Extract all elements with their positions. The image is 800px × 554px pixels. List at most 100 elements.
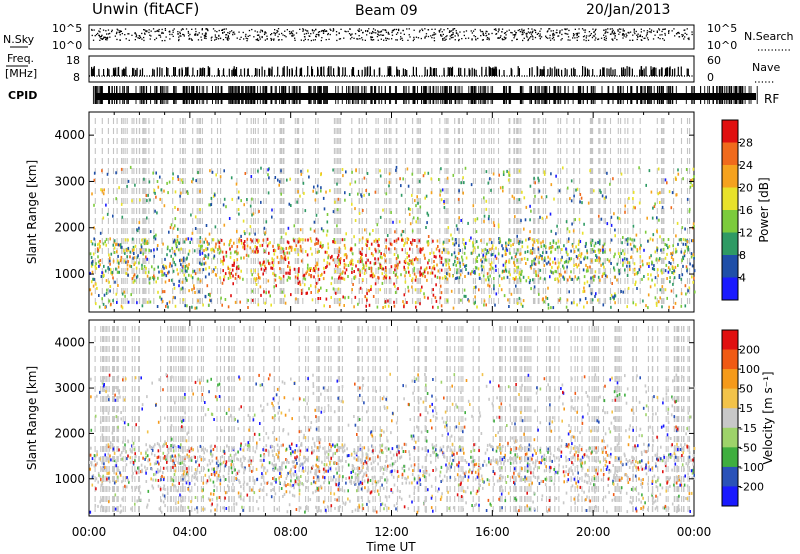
range-gate-cell [504, 453, 506, 457]
range-gate-cell [327, 254, 330, 258]
noise-mark [273, 38, 275, 40]
range-gate-cell [620, 172, 623, 176]
range-gate-cell [456, 271, 458, 275]
range-gate-cell [95, 262, 97, 266]
range-gate-cell [240, 241, 243, 245]
noise-mark [449, 38, 451, 40]
range-gate-cell [489, 177, 491, 181]
range-gate-cell [264, 231, 267, 235]
noise-mark [616, 39, 618, 41]
noise-mark [98, 34, 100, 36]
range-gate-cell [657, 476, 660, 480]
range-gate-cell [498, 284, 501, 288]
range-gate-cell [693, 257, 695, 260]
range-gate-cell [193, 249, 196, 253]
range-gate-cell [532, 243, 534, 247]
range-gate-cell [214, 225, 217, 229]
range-gate-cell [354, 295, 357, 299]
range-gate-cell [327, 256, 329, 260]
noise-mark [338, 38, 341, 40]
range-gate-cell [92, 277, 94, 281]
range-gate-cell [186, 266, 189, 270]
noise-mark [652, 38, 655, 40]
range-gate-cell [555, 241, 557, 245]
range-gate-cell [274, 274, 277, 278]
noise-mark [686, 28, 688, 30]
range-gate-cell [565, 259, 567, 263]
range-gate-cell [129, 165, 132, 169]
range-gate-cell [554, 247, 557, 251]
range-gate-cell [433, 255, 436, 258]
range-gate-cell [298, 269, 300, 273]
range-gate-cell [407, 261, 409, 265]
range-gate-cell [259, 263, 262, 267]
range-gate-cell [485, 170, 488, 174]
range-gate-cell [639, 255, 642, 259]
range-gate-cell [539, 446, 542, 450]
range-gate-cell [680, 304, 683, 308]
range-gate-cell [653, 500, 655, 504]
noise-mark [671, 30, 673, 32]
noise-mark [648, 31, 650, 33]
noise-mark [402, 29, 404, 32]
noise-mark [578, 28, 580, 30]
range-gate-cell [171, 246, 173, 250]
noise-mark [597, 38, 600, 40]
noise-mark [546, 31, 548, 33]
range-gate-cell [310, 284, 312, 288]
range-gate-cell [583, 281, 586, 285]
range-gate-cell [573, 301, 575, 305]
range-gate-cell [365, 253, 367, 257]
range-gate-cell [608, 468, 611, 472]
range-gate-cell [344, 246, 347, 250]
range-gate-cell [259, 244, 261, 248]
noise-mark [569, 39, 571, 41]
range-gate-cell [388, 247, 390, 251]
range-gate-cell [222, 203, 225, 207]
noise-mark [253, 36, 255, 38]
noise-mark [500, 35, 502, 37]
range-gate-cell [538, 255, 541, 259]
range-gate-cell [662, 459, 665, 463]
noise-mark [485, 32, 487, 34]
range-gate-cell [569, 197, 571, 201]
range-gate-cell [519, 445, 521, 449]
range-gate-cell [662, 238, 665, 242]
range-gate-cell [395, 239, 398, 243]
noise-mark [259, 31, 261, 33]
range-gate-cell [526, 250, 529, 254]
range-gate-cell [540, 241, 542, 245]
noise-mark [442, 33, 444, 36]
range-gate-cell [302, 469, 305, 473]
range-gate-cell [675, 247, 677, 251]
range-gate-cell [553, 468, 555, 471]
range-gate-cell [293, 248, 296, 252]
range-gate-cell [537, 176, 539, 180]
noise-tick-top-left: 10^5 [52, 22, 82, 35]
range-gate-cell [197, 277, 199, 281]
range-gate-cell [659, 459, 661, 463]
noise-mark [385, 29, 387, 32]
range-gate-cell [594, 486, 597, 490]
range-gate-cell [329, 189, 331, 193]
range-gate-cell [451, 237, 454, 241]
range-gate-cell [249, 246, 252, 250]
range-gate-cell [411, 193, 413, 197]
range-gate-cell [237, 450, 239, 454]
range-gate-cell [307, 169, 309, 173]
range-gate-cell [416, 195, 418, 199]
range-gate-cell [335, 483, 337, 487]
range-gate-cell [416, 481, 419, 485]
range-gate-cell [452, 458, 454, 462]
range-gate-cell [184, 269, 187, 273]
range-gate-cell [300, 246, 302, 250]
range-gate-cell [385, 276, 387, 280]
range-gate-cell [109, 237, 111, 241]
range-gate-cell [514, 255, 517, 258]
range-gate-cell [377, 462, 379, 466]
noise-mark [413, 29, 415, 31]
noise-mark [531, 31, 534, 34]
range-gate-cell [369, 261, 372, 265]
range-gate-cell [196, 510, 199, 514]
noise-mark [302, 30, 304, 32]
